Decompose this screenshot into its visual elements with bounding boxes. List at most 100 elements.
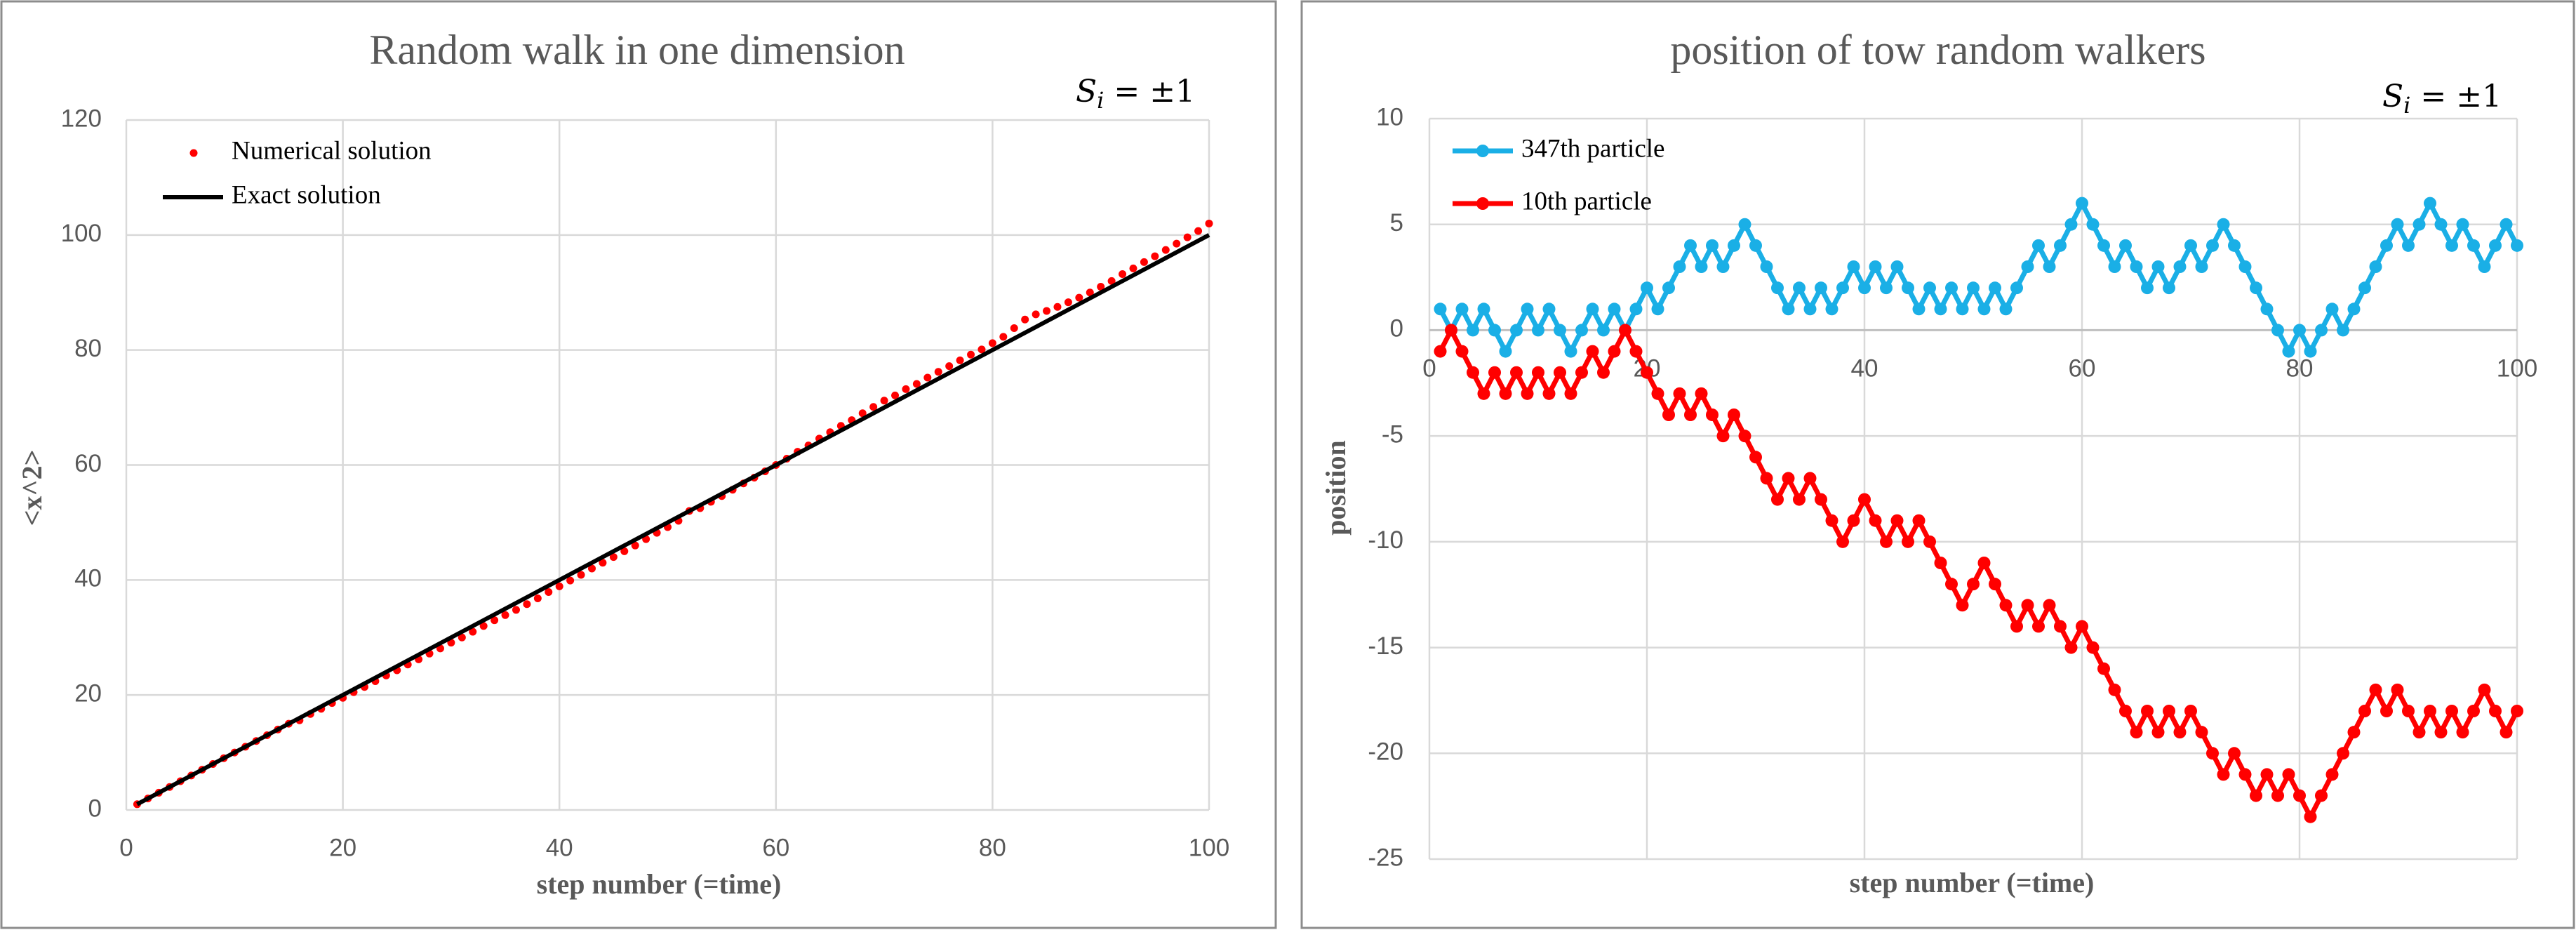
data-point — [2282, 768, 2295, 781]
data-point — [1434, 345, 1447, 358]
data-point — [1053, 303, 1062, 311]
data-point — [566, 576, 575, 585]
data-point — [1749, 451, 1762, 464]
data-point — [1999, 599, 2013, 612]
data-point — [2369, 683, 2382, 696]
data-point — [2347, 726, 2361, 739]
data-point — [2500, 726, 2513, 739]
data-point — [2347, 303, 2361, 316]
series-line — [1438, 327, 2520, 820]
annotation-subscript: i — [2403, 92, 2410, 119]
data-point — [2086, 218, 2100, 231]
data-point — [1575, 366, 1588, 379]
data-point — [2434, 218, 2448, 231]
data-point — [1706, 239, 1719, 252]
data-point — [1728, 408, 1740, 421]
data-point — [2424, 197, 2436, 210]
data-point — [1945, 281, 1958, 295]
data-point — [1608, 303, 1621, 316]
data-point — [1706, 408, 1719, 421]
data-point — [2184, 705, 2197, 717]
data-point — [2130, 726, 2143, 739]
legend-marker — [1476, 197, 1489, 210]
data-point — [1803, 303, 1817, 316]
data-point — [1793, 493, 1806, 506]
data-point — [2369, 260, 2382, 273]
data-point — [1554, 324, 1566, 337]
data-point — [2043, 599, 2056, 612]
data-point — [2511, 705, 2523, 717]
data-point — [1989, 578, 2001, 591]
data-point — [1532, 366, 1544, 379]
data-point — [1477, 303, 1490, 316]
data-point — [945, 362, 954, 371]
data-point — [599, 559, 607, 567]
data-point — [479, 622, 488, 630]
data-point — [1869, 514, 1882, 527]
x-tick-label: 60 — [762, 834, 789, 861]
data-point — [1194, 227, 1203, 235]
x-tick-label: 80 — [979, 834, 1006, 861]
data-point — [1782, 303, 1795, 316]
data-point — [956, 356, 964, 364]
series-line — [1438, 201, 2520, 354]
x-tick-label: 40 — [1851, 355, 1878, 383]
data-point — [1880, 535, 1893, 548]
x-tick-label: 100 — [2497, 355, 2537, 383]
data-point — [1825, 303, 1838, 316]
data-point — [1554, 366, 1566, 379]
data-point — [587, 564, 596, 573]
data-point — [1043, 307, 1051, 315]
data-point — [2097, 662, 2110, 675]
data-point — [2282, 345, 2295, 358]
data-point — [923, 373, 932, 382]
x-tick-label: 0 — [119, 834, 133, 861]
data-point — [1575, 324, 1588, 337]
legend-label: Exact solution — [232, 180, 381, 209]
data-point — [1662, 408, 1675, 421]
data-point — [1782, 472, 1795, 485]
data-point — [1815, 493, 1827, 506]
data-point — [2413, 726, 2426, 739]
data-point — [2434, 726, 2448, 739]
data-point — [1597, 366, 1610, 379]
data-point — [1651, 387, 1664, 400]
data-point — [2445, 705, 2458, 717]
data-point — [967, 350, 975, 359]
data-point — [2304, 810, 2317, 823]
data-point — [1183, 233, 1192, 241]
data-point — [2500, 218, 2513, 231]
data-point — [999, 333, 1008, 341]
data-point — [2467, 239, 2480, 252]
data-point — [1075, 293, 1083, 302]
data-point — [2021, 260, 2034, 273]
data-point — [2337, 747, 2349, 760]
data-point — [1815, 281, 1827, 295]
data-point — [512, 606, 520, 614]
y-tick-label: 5 — [1390, 209, 1403, 237]
data-point — [1912, 303, 1926, 316]
data-point — [1521, 387, 1534, 400]
x-axis-title: step number (=time) — [1850, 867, 2095, 898]
y-tick-label: 0 — [1390, 315, 1403, 343]
data-point — [1934, 303, 1947, 316]
data-point — [1010, 324, 1018, 333]
data-point — [2217, 218, 2230, 231]
data-point — [1477, 387, 1490, 400]
data-point — [2260, 768, 2274, 781]
y-tick-label: 60 — [74, 450, 102, 477]
data-point — [1956, 599, 1969, 612]
data-point — [2163, 281, 2175, 295]
data-point — [490, 616, 499, 625]
x-tick-label: 40 — [546, 834, 573, 861]
data-point — [2173, 260, 2187, 273]
data-point — [1695, 387, 1708, 400]
data-point — [1902, 281, 1914, 295]
data-point — [1803, 472, 1817, 485]
data-point — [1564, 387, 1577, 400]
data-point — [458, 633, 466, 642]
data-point — [1086, 288, 1094, 297]
data-point — [2076, 197, 2088, 210]
data-point — [1738, 430, 1751, 443]
data-point — [1021, 315, 1029, 324]
